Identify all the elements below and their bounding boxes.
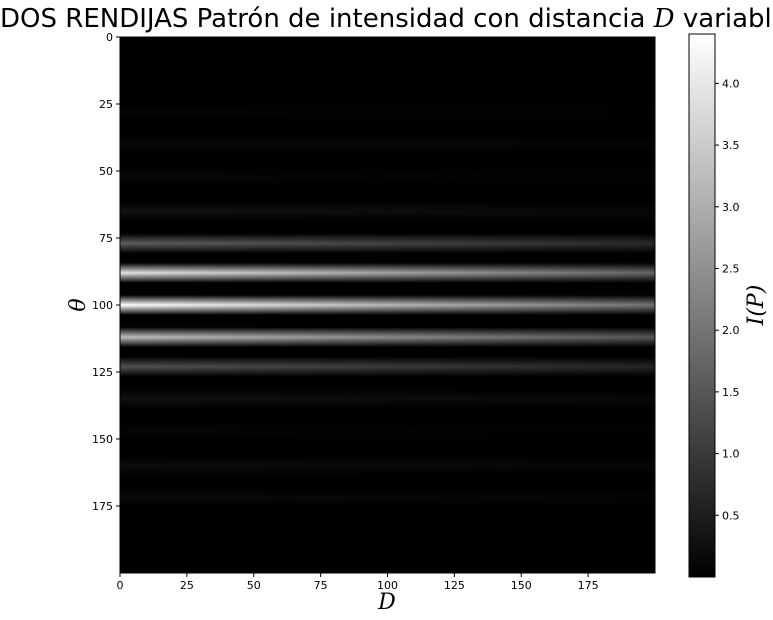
y-tick-label: 150	[92, 433, 113, 446]
x-tick-label: 125	[444, 579, 465, 592]
x-tick-label: 100	[377, 579, 398, 592]
colorbar-tick-label: 2.0	[722, 324, 740, 337]
colorbar-tick-label: 0.5	[722, 509, 740, 522]
y-axis: 0 25 50 75 100 125 150 175	[92, 31, 120, 513]
y-tick-label: 125	[92, 366, 113, 379]
distance-fade-overlay	[120, 37, 655, 573]
x-tick-label: 25	[180, 579, 194, 592]
x-tick-label: 175	[578, 579, 599, 592]
colorbar-label: I(P)	[744, 285, 769, 327]
y-tick-label: 75	[99, 232, 113, 245]
x-tick-label: 75	[314, 579, 328, 592]
x-tick-label: 50	[247, 579, 261, 592]
colorbar	[688, 33, 716, 578]
x-axis: 0 25 50 75 100 125 150 175	[117, 573, 599, 592]
y-tick-label: 100	[92, 299, 113, 312]
colorbar-tick-label: 3.0	[722, 201, 740, 214]
y-tick-label: 50	[99, 165, 113, 178]
y-tick-label: 175	[92, 500, 113, 513]
colorbar-tick-label: 1.5	[722, 386, 740, 399]
x-tick-label: 0	[117, 579, 124, 592]
chart-title-prefix: DOS RENDIJAS Patrón de intensidad con di…	[0, 4, 654, 34]
x-axis-label: D	[377, 590, 396, 615]
chart-title-symbol: D	[653, 4, 675, 34]
colorbar-tick-label: 4.0	[722, 77, 740, 90]
colorbar-tick-label: 2.5	[722, 262, 740, 275]
y-tick-label: 0	[106, 31, 113, 44]
chart-title-suffix: variable	[682, 4, 773, 34]
y-axis-label: θ	[66, 298, 91, 311]
y-tick-label: 25	[99, 98, 113, 111]
colorbar-axis: 0.5 1.0 1.5 2.0 2.5 3.0 3.5 4.0	[715, 77, 740, 522]
colorbar-tick-label: 3.5	[722, 139, 740, 152]
x-tick-label: 150	[511, 579, 532, 592]
colorbar-tick-label: 1.0	[722, 448, 740, 461]
chart-title: DOS RENDIJAS Patrón de intensidad con di…	[0, 4, 773, 34]
